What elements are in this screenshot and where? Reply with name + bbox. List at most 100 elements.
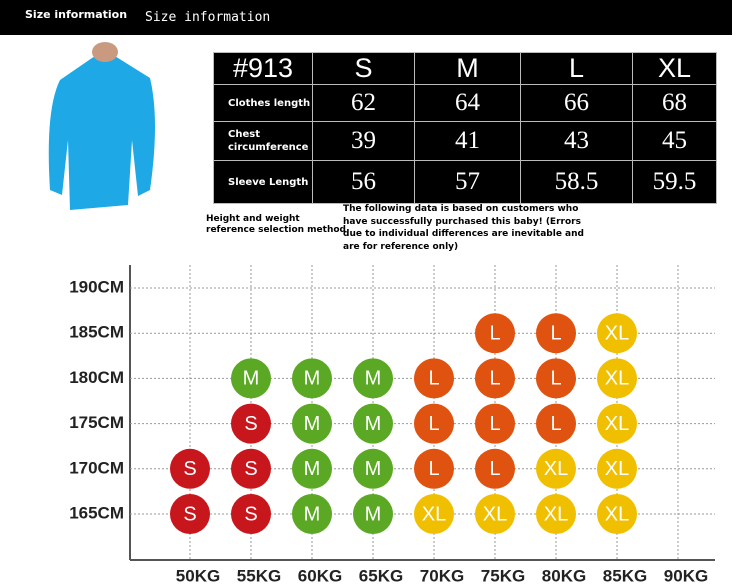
x-label: 80KG xyxy=(542,566,586,585)
size-badge xyxy=(353,358,393,399)
size-badge xyxy=(475,448,515,489)
size-label: M xyxy=(365,368,382,390)
column-header: S xyxy=(312,52,415,85)
row-label: Clothes length xyxy=(213,84,313,122)
size-badge xyxy=(231,358,271,399)
column-header: L xyxy=(520,52,633,85)
size-badge xyxy=(536,358,576,399)
x-label: 70KG xyxy=(420,566,464,585)
cell: 56 xyxy=(312,160,415,204)
title: Size information xyxy=(25,8,128,21)
size-label: M xyxy=(304,368,321,390)
size-label: L xyxy=(550,322,561,344)
column-header: #913 xyxy=(213,52,313,85)
size-label: L xyxy=(428,368,439,390)
size-label: L xyxy=(550,368,561,390)
size-badge xyxy=(292,494,332,534)
row-label: Sleeve Length xyxy=(213,160,313,204)
size-badge xyxy=(353,448,393,489)
size-label: M xyxy=(365,503,382,525)
cell: 58.5 xyxy=(520,160,633,204)
header-row: #913 S M L XL xyxy=(213,52,717,85)
size-badge xyxy=(231,403,271,444)
size-badge xyxy=(292,448,332,489)
size-badge xyxy=(597,494,637,534)
size-label: XL xyxy=(422,503,446,525)
size-label: XL xyxy=(605,368,629,390)
size-label: L xyxy=(489,413,500,435)
shirt-photo xyxy=(48,42,155,210)
size-label: S xyxy=(244,503,257,525)
y-label: 175CM xyxy=(69,413,124,432)
size-label: M xyxy=(304,503,321,525)
cell: 64 xyxy=(414,84,521,122)
size-badge xyxy=(292,358,332,399)
size-label: M xyxy=(243,368,260,390)
note: Height and weight reference selection me… xyxy=(206,214,346,235)
y-label: 190CM xyxy=(69,277,124,296)
size-badge xyxy=(414,358,454,399)
y-label: 165CM xyxy=(69,503,124,522)
size-badge xyxy=(536,448,576,489)
size-label: L xyxy=(489,458,500,480)
size-badge xyxy=(292,403,332,444)
cell: 68 xyxy=(632,84,717,122)
x-label: 50KG xyxy=(176,566,220,585)
x-label: 55KG xyxy=(237,566,281,585)
note: The following data is based on customers… xyxy=(343,204,584,252)
size-badge xyxy=(597,313,637,354)
size-badge xyxy=(353,403,393,444)
size-badge xyxy=(475,313,515,354)
table-row: Chest circumference 39 41 43 45 xyxy=(213,121,717,161)
size-label: XL xyxy=(605,322,629,344)
cell: 41 xyxy=(414,121,521,161)
size-label: XL xyxy=(544,503,568,525)
size-label: M xyxy=(365,458,382,480)
size-label: L xyxy=(550,413,561,435)
size-badge xyxy=(597,403,637,444)
table-row: Sleeve Length 56 57 58.5 59.5 xyxy=(213,160,717,204)
size-label: XL xyxy=(605,503,629,525)
size-badge xyxy=(170,448,210,489)
cell: 45 xyxy=(632,121,717,161)
x-label: 75KG xyxy=(481,566,525,585)
cell: 59.5 xyxy=(632,160,717,204)
size-label: L xyxy=(489,322,500,344)
cell: 66 xyxy=(520,84,633,122)
size-label: S xyxy=(183,458,196,480)
size-label: XL xyxy=(483,503,507,525)
size-label: S xyxy=(183,503,196,525)
x-label: 60KG xyxy=(298,566,342,585)
size-label: XL xyxy=(605,413,629,435)
size-label: S xyxy=(244,458,257,480)
column-header: M xyxy=(414,52,521,85)
size-badge xyxy=(231,448,271,489)
size-badge xyxy=(475,403,515,444)
top-bar: Size information Size information xyxy=(0,0,732,35)
cell: 62 xyxy=(312,84,415,122)
size-badge xyxy=(353,494,393,534)
cell: 57 xyxy=(414,160,521,204)
size-label: M xyxy=(304,458,321,480)
size-label: S xyxy=(244,413,257,435)
size-table: #913 S M L XL Clothes length 62 64 66 68 Chest cir… xyxy=(213,52,717,204)
cell: 39 xyxy=(312,121,415,161)
size-label: L xyxy=(489,368,500,390)
y-label: 185CM xyxy=(69,323,124,342)
subtitle: Size information xyxy=(145,10,271,25)
cell: 43 xyxy=(520,121,633,161)
x-label: 90KG xyxy=(664,566,708,585)
size-label: XL xyxy=(544,458,568,480)
y-label: 170CM xyxy=(69,458,124,477)
size-badge xyxy=(414,403,454,444)
column-header: XL xyxy=(632,52,717,85)
size-label: XL xyxy=(605,458,629,480)
row-label: Chest circumference xyxy=(213,121,313,161)
size-label: L xyxy=(428,413,439,435)
size-badge xyxy=(536,403,576,444)
size-badge xyxy=(414,448,454,489)
size-label: M xyxy=(365,413,382,435)
size-badge xyxy=(414,494,454,534)
